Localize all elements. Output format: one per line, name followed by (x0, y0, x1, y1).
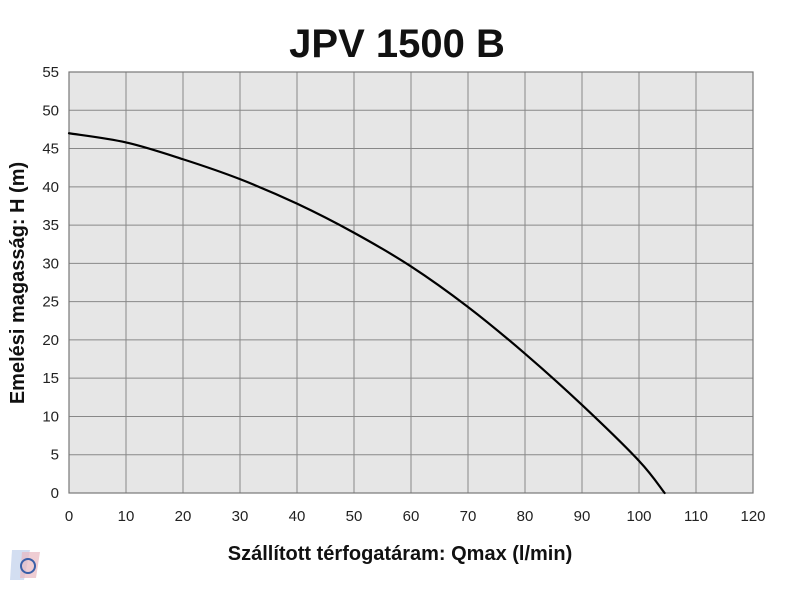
y-tick-label: 0 (51, 485, 59, 502)
chart-title: JPV 1500 B (289, 22, 505, 66)
plot-area: 0 10 20 30 40 50 60 70 80 90 100 110 120 0 5 10 15 20 25 30… (42, 64, 765, 525)
x-tick-label: 120 (740, 508, 765, 525)
brand-logo (10, 550, 40, 580)
x-axis-label: Szállított térfogatáram: Qmax (l/min) (228, 543, 573, 565)
y-tick-label: 35 (42, 217, 59, 234)
x-tick-label: 0 (65, 508, 73, 525)
y-tick-label: 55 (42, 64, 59, 81)
x-tick-label: 80 (517, 508, 534, 525)
x-tick-label: 10 (118, 508, 135, 525)
y-tick-label: 10 (42, 408, 59, 425)
x-tick-label: 70 (460, 508, 477, 525)
series-line-0 (67, 132, 666, 495)
x-tick-label: 90 (574, 508, 591, 525)
x-tick-label: 60 (403, 508, 420, 525)
y-tick-label: 20 (42, 332, 59, 349)
y-tick-label: 30 (42, 255, 59, 272)
x-tick-label: 100 (626, 508, 651, 525)
y-tick-label: 40 (42, 179, 59, 196)
y-tick-label: 25 (42, 294, 59, 311)
plot-border (68, 71, 754, 494)
x-tick-label: 50 (346, 508, 363, 525)
y-tick-label: 45 (42, 141, 59, 158)
y-axis-label: Emelési magasság: H (m) (7, 162, 29, 404)
x-tick-label: 30 (232, 508, 249, 525)
y-tick-label: 50 (42, 102, 59, 119)
y-tick-label: 15 (42, 370, 59, 387)
y-tick-label: 5 (51, 447, 59, 464)
x-tick-label: 110 (684, 508, 708, 525)
x-tick-label: 20 (175, 508, 192, 525)
x-tick-label: 40 (289, 508, 306, 525)
